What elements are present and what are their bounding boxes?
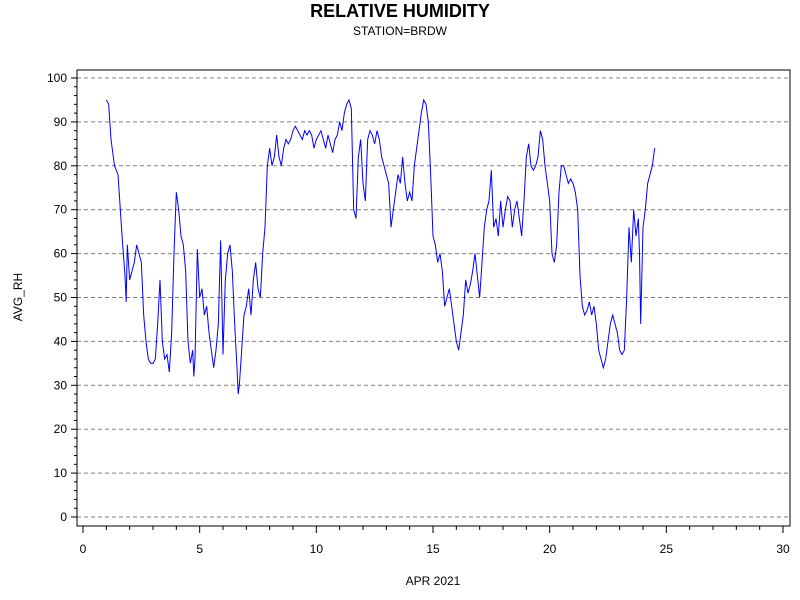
y-tick-label: 20 xyxy=(54,422,68,436)
x-axis-label: APR 2021 xyxy=(406,574,461,588)
y-tick-label: 10 xyxy=(54,466,68,480)
y-tick-label: 50 xyxy=(54,291,68,305)
chart-title: RELATIVE HUMIDITY xyxy=(310,1,490,21)
y-tick-label: 70 xyxy=(54,203,68,217)
x-tick-label: 10 xyxy=(310,542,324,556)
y-tick-label: 0 xyxy=(60,510,67,524)
gridlines xyxy=(77,77,790,518)
x-tick-label: 0 xyxy=(80,542,87,556)
x-tick-label: 30 xyxy=(776,542,790,556)
x-axis: 0 5 10 15 20 25 30 xyxy=(80,526,790,556)
y-axis: 0 10 20 30 40 50 60 70 80 90 100 xyxy=(47,71,77,524)
x-tick-label: 25 xyxy=(660,542,674,556)
x-tick-label: 5 xyxy=(196,542,203,556)
x-tick-label: 20 xyxy=(543,542,557,556)
y-tick-label: 90 xyxy=(54,115,68,129)
y-axis-label: AVG_RH xyxy=(11,273,25,321)
x-tick-label: 15 xyxy=(426,542,440,556)
y-tick-label: 100 xyxy=(47,71,67,85)
series-line-avg-rh xyxy=(105,98,656,395)
y-tick-label: 30 xyxy=(54,378,68,392)
y-tick-label: 40 xyxy=(54,334,68,348)
chart-subtitle: STATION=BRDW xyxy=(353,24,448,38)
y-tick-label: 80 xyxy=(54,159,68,173)
y-tick-label: 60 xyxy=(54,247,68,261)
